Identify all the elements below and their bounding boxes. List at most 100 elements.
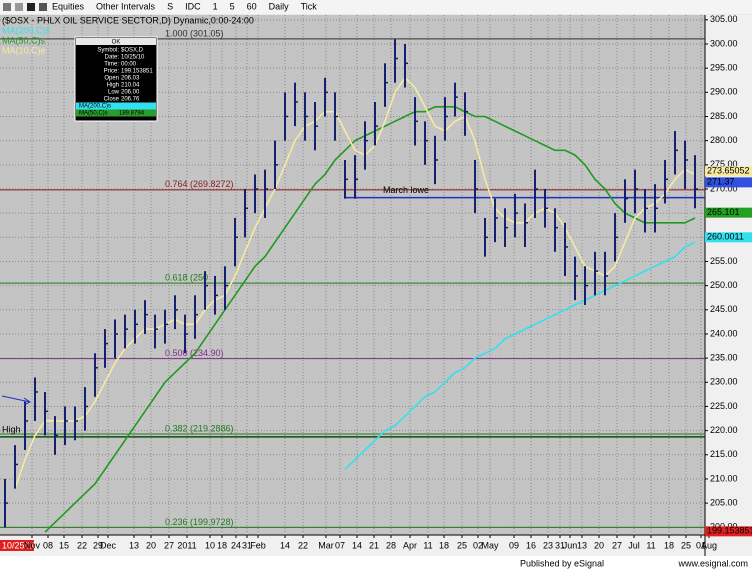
data-window-ma-bg xyxy=(76,109,156,117)
y-tick-label: 290.00 xyxy=(710,87,738,97)
toolbar-item[interactable]: S xyxy=(167,1,173,11)
toolbar-item[interactable]: Daily xyxy=(269,1,290,11)
x-tick-label: 20 xyxy=(594,540,604,550)
y-tick-label: 225.00 xyxy=(710,401,738,411)
toolbar-item[interactable]: 5 xyxy=(230,1,235,11)
x-tick-label: 10 xyxy=(205,540,215,550)
x-tick-label: 22 xyxy=(77,540,87,550)
x-tick-label: 22 xyxy=(298,540,308,550)
x-tick-label: 24 xyxy=(231,540,241,550)
x-tick-label: 29 xyxy=(93,540,103,550)
x-tick-label: 14 xyxy=(280,540,290,550)
data-window-value: 206.76 xyxy=(121,97,140,103)
y-tick-label: 280.00 xyxy=(710,135,738,145)
data-window-value: $OSX,D xyxy=(121,48,144,54)
price-flag xyxy=(705,207,752,218)
x-tick-label: 02 xyxy=(473,540,483,550)
y-tick-label: 210.00 xyxy=(710,473,738,483)
data-window-value: 10/25/10 xyxy=(121,55,145,61)
data-window-value: 210.04 xyxy=(121,83,140,89)
x-tick-label: Apr xyxy=(403,540,417,550)
data-window-header-bg xyxy=(76,38,156,45)
y-tick-label: 295.00 xyxy=(710,63,738,73)
footer-right: www.esignal.com xyxy=(677,558,748,568)
toolbar-icon[interactable] xyxy=(27,3,35,11)
y-tick-label: 305.00 xyxy=(710,14,738,24)
x-tick-label: May xyxy=(481,540,499,550)
price-flag xyxy=(705,166,752,177)
data-window-value: 206.03 xyxy=(121,76,140,82)
y-tick-label: 205.00 xyxy=(710,497,738,507)
x-tick-label: 21 xyxy=(369,540,379,550)
x-tick-label: 2011 xyxy=(177,540,196,550)
y-tick-label: 220.00 xyxy=(710,425,738,435)
data-window-value: 00:00 xyxy=(121,62,137,68)
y-tick-label: 300.00 xyxy=(710,38,738,48)
x-tick-label: Aug xyxy=(701,540,717,550)
cursor-date: 10/25/10 xyxy=(2,540,37,550)
legend-entry: MA(50,C)s xyxy=(2,35,46,45)
x-tick-label: 08 xyxy=(43,540,53,550)
x-tick-label: 18 xyxy=(664,540,674,550)
legend-entry: MA(200,C)s xyxy=(2,25,51,35)
chart-title: ($OSX - PHLX OIL SERVICE SECTOR,D) Dynam… xyxy=(2,15,254,25)
toolbar-item[interactable]: Tick xyxy=(301,1,318,11)
annotation-label: High xyxy=(2,424,21,434)
footer xyxy=(0,556,752,572)
arrow xyxy=(1,395,31,406)
price-flag-label: 265.101 xyxy=(707,207,740,217)
data-window-ma-label: MA(50,C)s xyxy=(79,111,108,117)
x-tick-label: Mar xyxy=(318,540,334,550)
price-flag-label: 260.0011 xyxy=(707,232,744,242)
x-tick-label: 11 xyxy=(646,540,655,550)
x-tick-label: 11 xyxy=(423,540,432,550)
x-tick-label: 13 xyxy=(129,540,139,550)
y-tick-label: 285.00 xyxy=(710,111,738,121)
ma-line xyxy=(344,241,696,470)
toolbar-item[interactable]: Other Intervals xyxy=(96,1,156,11)
toolbar-icon[interactable] xyxy=(39,3,47,11)
data-window-key: Price: xyxy=(104,69,120,75)
x-tick-label: 25 xyxy=(457,540,467,550)
data-window-key: Time: xyxy=(104,62,119,68)
x-tick-label: Jul xyxy=(628,540,640,550)
y-tick-label: 250.00 xyxy=(710,280,738,290)
y-tick-label: 255.00 xyxy=(710,256,738,266)
ma-line xyxy=(44,106,696,533)
y-tick-label: 240.00 xyxy=(710,328,738,338)
toolbar-item[interactable]: 60 xyxy=(247,1,257,11)
annotation-label: March lowe xyxy=(383,185,429,195)
toolbar-item[interactable]: Equities xyxy=(52,1,85,11)
price-flag xyxy=(705,177,752,188)
y-tick-label: 270.00 xyxy=(710,183,738,193)
data-window-key: Date: xyxy=(105,55,120,61)
fib-label: 0.764 (269.8272) xyxy=(165,179,234,189)
x-tick-label: 15 xyxy=(59,540,69,550)
toolbar-icon[interactable] xyxy=(3,3,11,11)
x-tick-label: Feb xyxy=(250,540,266,550)
data-window-ma-bg xyxy=(76,102,156,110)
toolbar-icon[interactable] xyxy=(15,3,23,11)
x-tick-label: 31 xyxy=(555,540,565,550)
x-tick-label: Dec xyxy=(100,540,117,550)
x-tick-label: 18 xyxy=(217,540,227,550)
x-tick-label: 16 xyxy=(526,540,536,550)
data-window-key: Close xyxy=(104,97,120,103)
y-tick-label: 275.00 xyxy=(710,159,738,169)
y-tick-label: 215.00 xyxy=(710,449,738,459)
x-tick-label: 27 xyxy=(612,540,622,550)
ma-line xyxy=(14,76,696,489)
price-flag-label: 271.37 xyxy=(707,177,735,187)
toolbar xyxy=(0,0,752,14)
toolbar-item[interactable]: IDC xyxy=(185,1,201,11)
y-tick-label: 245.00 xyxy=(710,304,738,314)
data-window-header: OK xyxy=(112,40,121,46)
data-window-key: Open xyxy=(104,76,119,82)
toolbar-item[interactable]: 1 xyxy=(213,1,218,11)
legend-entry: MA(10,C)e xyxy=(2,45,46,55)
x-tick-label: 28 xyxy=(386,540,396,550)
data-window-ma-value: 189.8794 xyxy=(119,111,145,117)
x-tick-label: 01 xyxy=(696,540,706,550)
data-window-key: High xyxy=(107,83,119,89)
